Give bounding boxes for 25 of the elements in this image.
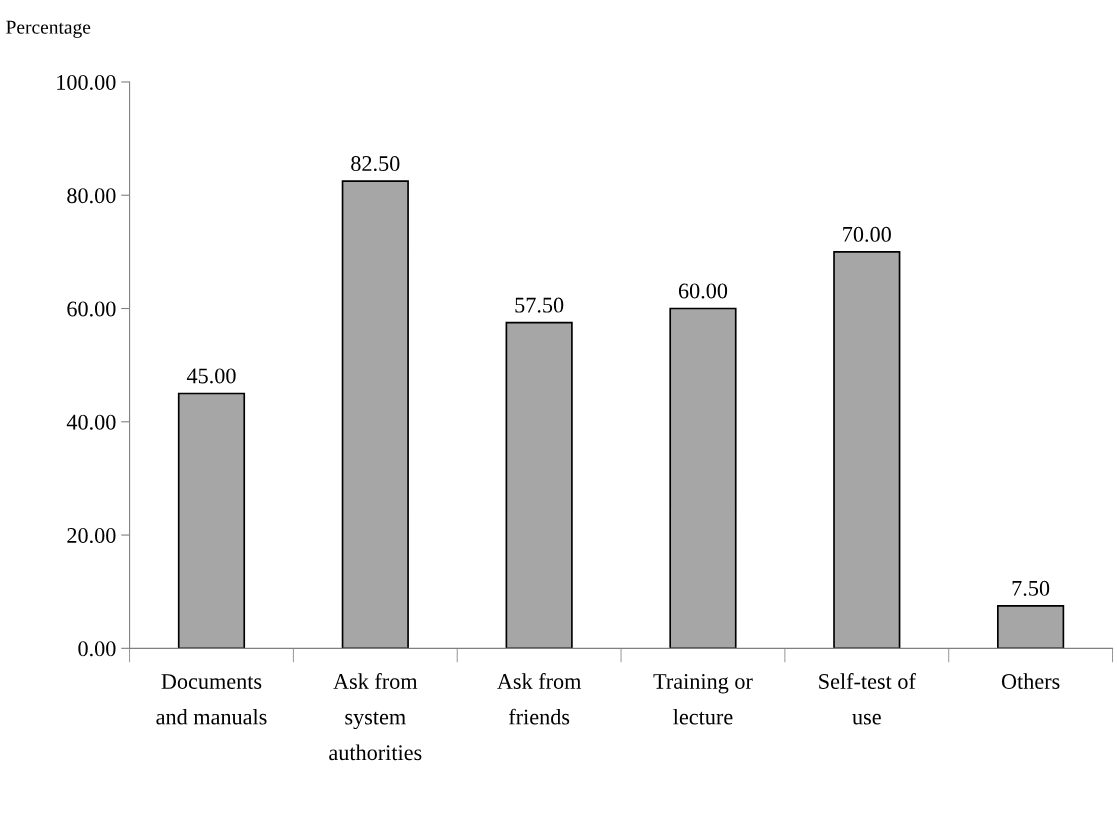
data-label: 60.00	[678, 283, 728, 299]
bar	[505, 321, 573, 649]
y-tick-label: 100.00	[57, 74, 116, 90]
bar	[341, 180, 409, 649]
y-tick-label: 80.00	[67, 188, 116, 204]
data-label: 70.00	[843, 226, 891, 242]
x-tick-label: Training or lecture	[653, 673, 753, 725]
data-label: 82.50	[351, 156, 400, 172]
data-label: 7.50	[1012, 580, 1050, 596]
y-tick-label: 0.00	[78, 641, 116, 657]
bar	[997, 605, 1065, 649]
y-tick-label: 60.00	[67, 301, 116, 317]
y-tick-label: 20.00	[67, 527, 116, 544]
x-tick-label: Documents and manuals	[156, 674, 267, 725]
bar	[177, 392, 246, 649]
data-label: 57.50	[515, 297, 564, 313]
bar	[833, 251, 901, 649]
x-tick-label: Ask from friends	[497, 673, 582, 725]
x-tick-label: Others	[1001, 673, 1060, 689]
x-tick-label: Self-test of use	[819, 673, 916, 725]
y-tick-label: 40.00	[66, 414, 116, 430]
bar	[669, 307, 737, 649]
x-tick-label: Ask from system authorities	[329, 673, 422, 761]
data-label: 45.00	[186, 368, 236, 384]
y-axis-title: Percentage	[6, 20, 91, 38]
